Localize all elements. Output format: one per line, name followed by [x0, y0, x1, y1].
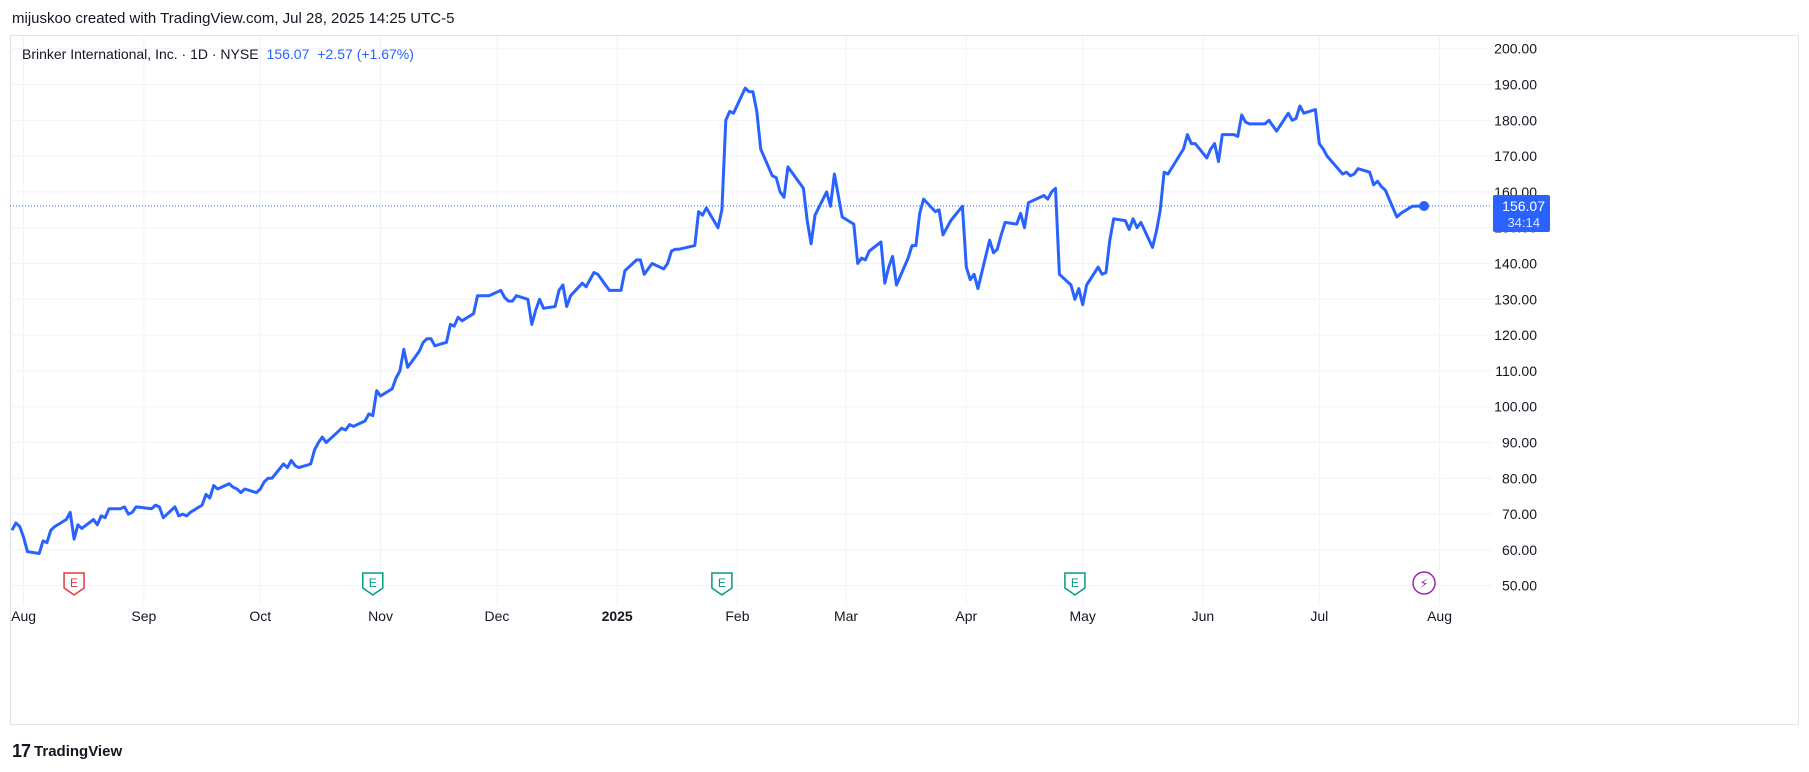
last-price-tag: [1493, 194, 1550, 232]
flash-icon: ⚡: [1419, 577, 1428, 592]
y-tick-label: 190.00: [1494, 77, 1537, 93]
tradingview-brand[interactable]: 17 TradingView: [12, 741, 122, 762]
chart-legend: Brinker International, Inc. · 1D · NYSE …: [22, 46, 414, 62]
y-tick-label: 170.00: [1494, 148, 1537, 164]
earnings-marker[interactable]: E: [1064, 572, 1086, 596]
x-tick-label: Aug: [11, 608, 36, 624]
y-tick-label: 100.00: [1494, 399, 1537, 415]
earnings-marker[interactable]: E: [63, 572, 85, 596]
y-tick-label: 50.00: [1502, 578, 1537, 594]
x-tick-label: Dec: [484, 608, 509, 624]
last-point-marker: [1419, 200, 1430, 211]
dividend-marker[interactable]: ⚡: [1412, 571, 1436, 595]
price-line: [10, 86, 1425, 555]
earnings-label: E: [1071, 576, 1079, 590]
chart-attribution: mijuskoo created with TradingView.com, J…: [12, 10, 455, 27]
y-tick-label: 140.00: [1494, 256, 1537, 272]
x-tick-label: Sep: [131, 608, 156, 624]
x-tick-label: Oct: [249, 608, 271, 624]
x-tick-label: 2025: [602, 608, 633, 624]
y-tick-label: 110.00: [1495, 363, 1537, 379]
grid-lines: [10, 36, 1492, 605]
earnings-marker[interactable]: E: [362, 572, 384, 596]
y-tick-label: 90.00: [1502, 434, 1537, 450]
y-tick-label: 60.00: [1502, 542, 1537, 558]
price-series: [10, 86, 1430, 555]
x-tick-label: Feb: [725, 608, 749, 624]
chart-frame: [10, 35, 1799, 725]
tradingview-logo-icon: 17: [12, 741, 31, 761]
x-tick-label: Jun: [1192, 608, 1215, 624]
y-tick-label: 130.00: [1494, 291, 1537, 307]
symbol-description: Brinker International, Inc. · 1D · NYSE: [22, 46, 259, 62]
y-tick-label: 80.00: [1502, 470, 1537, 486]
brand-text: TradingView: [34, 743, 123, 760]
x-tick-label: Nov: [368, 608, 393, 624]
y-tick-label: 200.00: [1494, 41, 1537, 57]
last-price-tag-value: 156.07: [1502, 198, 1545, 214]
earnings-label: E: [369, 576, 377, 590]
y-tick-label: 120.00: [1494, 327, 1537, 343]
price-change-value: +2.57 (+1.67%): [317, 46, 414, 62]
y-tick-label: 70.00: [1502, 506, 1537, 522]
earnings-marker[interactable]: E: [711, 572, 733, 596]
earnings-label: E: [718, 576, 726, 590]
x-tick-label: Aug: [1427, 608, 1452, 624]
y-axis: 50.00 60.00 70.00 80.00 90.00 100.00 110.00 120…: [1494, 41, 1537, 594]
earnings-label: E: [70, 576, 78, 590]
x-axis: Aug Sep Oct Nov Dec 2025 Feb Mar Apr May Jun Jul Aug: [11, 608, 1452, 624]
x-tick-label: Jul: [1310, 608, 1328, 624]
event-markers: E E E E ⚡: [63, 571, 1436, 596]
x-tick-label: May: [1069, 608, 1095, 624]
y-tick-label: 180.00: [1494, 112, 1537, 128]
bar-countdown: 34:14: [1507, 215, 1540, 230]
x-tick-label: Apr: [955, 608, 977, 624]
last-price-value: 156.07: [266, 46, 310, 62]
x-tick-label: Mar: [834, 608, 858, 624]
